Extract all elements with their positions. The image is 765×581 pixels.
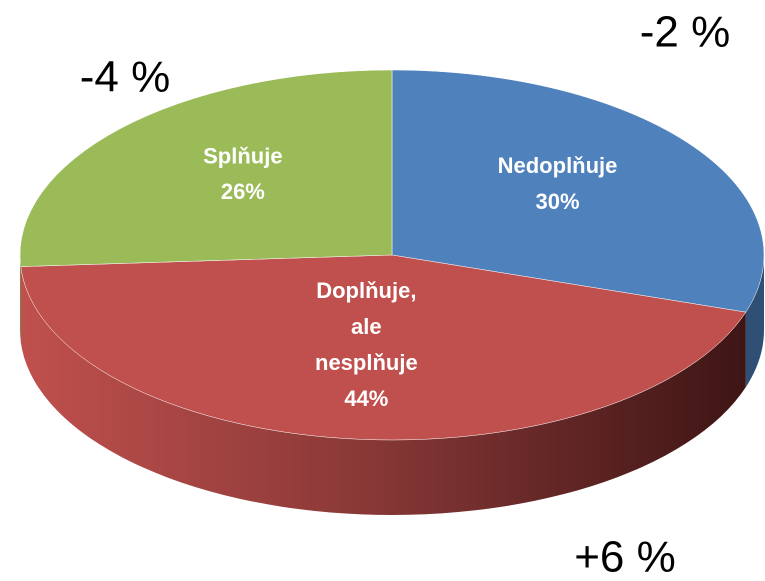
slice-label: Doplňuje, ale nesplňuje <box>315 278 418 375</box>
slice-label: Nedoplňuje <box>498 153 618 178</box>
pie: Nedoplňuje 30% Doplňuje, ale nesplňuje 44% Spl… <box>19 69 765 515</box>
slice-side <box>20 266 746 515</box>
value-label: 44% <box>344 386 388 411</box>
slice <box>19 69 393 267</box>
slice <box>391 69 765 313</box>
annotation: -4 % <box>80 53 170 102</box>
value-label: 26% <box>221 179 265 204</box>
slice-label: Splňuje <box>203 143 282 168</box>
annotation: -2 % <box>640 8 730 57</box>
annotation: +6 % <box>574 533 676 581</box>
slice-side <box>745 255 764 388</box>
value-label: 30% <box>536 189 580 214</box>
slice <box>20 254 747 441</box>
slice-side <box>20 255 21 342</box>
